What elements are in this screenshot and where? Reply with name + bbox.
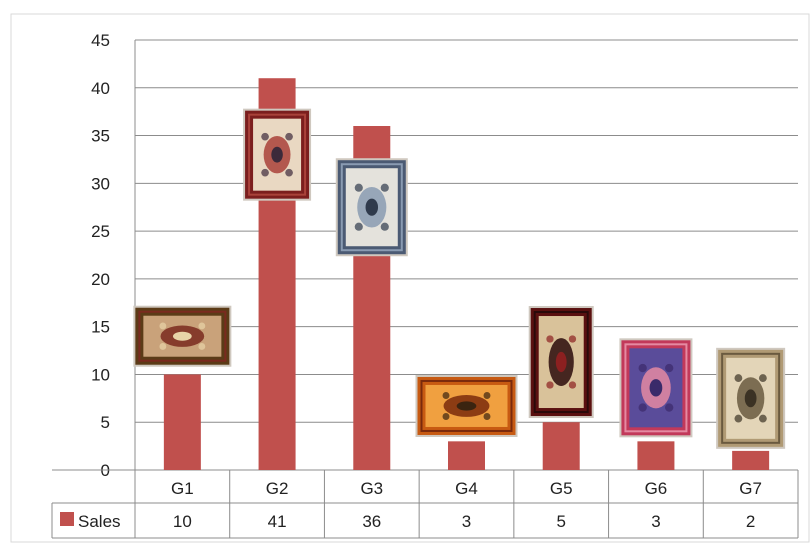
data-table-value: 3 bbox=[651, 512, 660, 531]
rug-border-stripe bbox=[721, 352, 781, 444]
data-table-value: 5 bbox=[556, 512, 565, 531]
rug-motif bbox=[568, 335, 577, 343]
data-table-value: 36 bbox=[362, 512, 381, 531]
bar bbox=[637, 441, 675, 470]
rug-image bbox=[716, 347, 786, 449]
rug-motif bbox=[159, 322, 167, 330]
rug-motif bbox=[758, 414, 767, 423]
y-tick-label: 10 bbox=[91, 365, 110, 384]
y-tick-label: 15 bbox=[91, 318, 110, 337]
x-tick-label: G5 bbox=[550, 479, 573, 498]
rug-motif bbox=[638, 403, 647, 412]
x-tick-label: G1 bbox=[171, 479, 194, 498]
rug-motif bbox=[285, 132, 293, 141]
x-tick-label: G2 bbox=[266, 479, 289, 498]
rug-center bbox=[744, 389, 757, 408]
chart-frame bbox=[10, 13, 810, 543]
rug-motif bbox=[483, 412, 491, 420]
rug-motif bbox=[261, 132, 269, 141]
rug-border-stripe bbox=[340, 163, 403, 252]
rug-motif bbox=[198, 343, 206, 350]
x-tick-label: G4 bbox=[455, 479, 478, 498]
legend-swatch bbox=[60, 512, 74, 526]
rug-motif bbox=[734, 374, 743, 382]
rug-motif bbox=[198, 322, 206, 330]
rug-border-stripe bbox=[138, 310, 227, 362]
rug-motif bbox=[159, 343, 167, 350]
rug-border-stripe bbox=[248, 113, 307, 196]
x-tick-label: G3 bbox=[360, 479, 383, 498]
rug-motif bbox=[483, 391, 491, 399]
rug-center bbox=[649, 379, 663, 397]
rug-motif bbox=[285, 168, 293, 177]
rug-motif bbox=[354, 183, 363, 192]
bar bbox=[448, 441, 485, 470]
y-tick-label: 45 bbox=[91, 31, 110, 50]
data-table-value: 10 bbox=[173, 512, 192, 531]
y-tick-label: 20 bbox=[91, 270, 110, 289]
rug-motif bbox=[442, 412, 450, 420]
rug-border-stripe bbox=[533, 311, 589, 414]
rug-motif bbox=[568, 381, 577, 389]
rug-center bbox=[456, 401, 477, 411]
legend-label: Sales bbox=[78, 512, 121, 531]
rug-image bbox=[243, 108, 312, 201]
rug-motif bbox=[442, 391, 450, 399]
rug-motif bbox=[380, 183, 389, 192]
rug-motif bbox=[638, 363, 647, 373]
y-tick-label: 35 bbox=[91, 127, 110, 146]
rug-image bbox=[415, 374, 518, 437]
rug-motif bbox=[546, 381, 554, 389]
bar bbox=[542, 422, 580, 470]
rug-center bbox=[555, 351, 567, 373]
rug-border-stripe bbox=[420, 379, 513, 432]
bar bbox=[732, 450, 770, 470]
y-tick-label: 40 bbox=[91, 79, 110, 98]
rug-motif bbox=[354, 222, 363, 231]
rug-image bbox=[619, 338, 693, 438]
rug-border-stripe bbox=[624, 343, 688, 433]
x-tick-label: G6 bbox=[645, 479, 668, 498]
rug-motif bbox=[734, 414, 743, 423]
rug-center bbox=[365, 198, 379, 216]
rug-motif bbox=[758, 374, 767, 382]
rug-image bbox=[133, 305, 232, 367]
data-table-value: 2 bbox=[746, 512, 755, 531]
rug-motif bbox=[546, 335, 554, 343]
rug-motif bbox=[665, 403, 674, 412]
rug-center bbox=[172, 331, 192, 341]
rug-center bbox=[271, 146, 283, 163]
rug-motif bbox=[261, 168, 269, 177]
y-tick-label: 30 bbox=[91, 174, 110, 193]
rug-image bbox=[335, 158, 408, 257]
y-tick-label: 25 bbox=[91, 222, 110, 241]
data-table-value: 41 bbox=[268, 512, 287, 531]
y-tick-label: 5 bbox=[101, 413, 110, 432]
rug-image bbox=[528, 306, 594, 419]
data-table-value: 3 bbox=[462, 512, 471, 531]
rug-motif bbox=[665, 363, 674, 373]
rug-motif bbox=[380, 222, 389, 231]
x-tick-label: G7 bbox=[739, 479, 762, 498]
bar bbox=[163, 374, 201, 470]
